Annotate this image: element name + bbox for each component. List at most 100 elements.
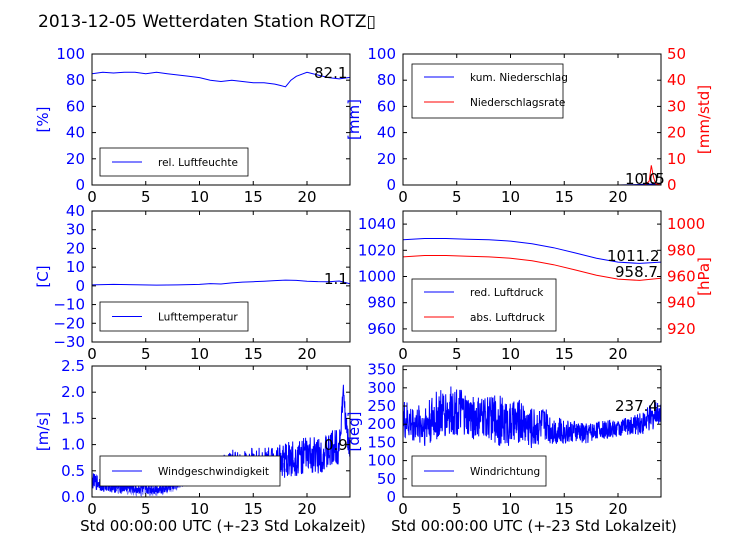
legend-label: abs. Luftdruck (470, 312, 546, 324)
y-tick-label: 80 (66, 71, 85, 89)
value-annotation: 1011.2 (607, 247, 660, 265)
y-tick-label: 2.5 (61, 357, 85, 375)
legend-label: Niederschlagsrate (470, 97, 565, 109)
y-axis-label: [m/s] (34, 412, 52, 451)
y-tick-label: 100 (367, 452, 396, 470)
y2-tick-label: 20 (667, 124, 686, 142)
value-annotation: 10.0 (625, 170, 658, 188)
y-tick-label: 980 (367, 294, 396, 312)
y2-tick-label: 50 (667, 45, 686, 63)
y-axis-label: [deg] (345, 412, 363, 452)
y-tick-label: 1.0 (61, 436, 85, 454)
y-tick-label: 200 (367, 415, 396, 433)
y-axis-label: [C] (34, 265, 52, 287)
y2-axis-label: [mm/std] (695, 85, 713, 154)
legend: rel. Luftfeuchte (99, 147, 249, 177)
x-tick-label: 0 (87, 345, 97, 363)
x-tick-label: 10 (190, 345, 209, 363)
y-tick-label: 40 (66, 124, 85, 142)
panel-temperature: 0 5 10 15 20−30−20−10010203040[C]Lufttempera… (34, 202, 351, 363)
y-tick-label: 1020 (358, 241, 396, 259)
panel-humidity: 0 5 10 15 20 0 20 40 60 80 100 [%] rel. Luftfeuchte 8… (34, 45, 351, 206)
x-tick-label: 20 (297, 500, 316, 518)
y2-tick-label: 960 (667, 268, 696, 286)
series-line-1 (92, 71, 350, 88)
x-tick-label: 0 (398, 345, 408, 363)
y-tick-label: 0.5 (61, 462, 85, 480)
y2-tick-label: 40 (667, 71, 686, 89)
y-tick-label: 250 (367, 397, 396, 415)
legend-box (411, 278, 557, 332)
y2-tick-label: 980 (667, 241, 696, 259)
legend-box (411, 63, 564, 119)
plot-area (403, 386, 661, 449)
value-annotation: 0.9 (324, 436, 348, 454)
y2-tick-label: 30 (667, 97, 686, 115)
y-tick-label: 0 (75, 176, 85, 194)
x-tick-label: 15 (555, 188, 574, 206)
plot-area (92, 71, 350, 88)
y-tick-label: 60 (66, 97, 85, 115)
y-tick-label: 1040 (358, 215, 396, 233)
y-tick-label: 100 (367, 45, 396, 63)
y-tick-label: 100 (56, 45, 85, 63)
x-tick-label: 20 (608, 500, 627, 518)
y2-tick-label: 940 (667, 294, 696, 312)
y-tick-label: 80 (377, 71, 396, 89)
x-tick-label: 5 (452, 500, 462, 518)
y-tick-label: 40 (66, 202, 85, 220)
x-tick-label: 10 (501, 345, 520, 363)
y-tick-label: 50 (377, 470, 396, 488)
legend: kum. Niederschlag Niederschlagsrate (411, 63, 568, 119)
x-tick-label: 15 (244, 500, 263, 518)
x-tick-label: 5 (141, 188, 151, 206)
plot-frame (402, 53, 662, 186)
y-tick-label: 1.5 (61, 409, 85, 427)
y-tick-label: 0 (386, 176, 396, 194)
series-line-2 (403, 165, 661, 185)
y-tick-label: 300 (367, 379, 396, 397)
value-annotation-secondary: 958.7 (615, 263, 658, 281)
figure-title: 2013-12-05 Wetterdaten Station ROTZ▯ (38, 12, 376, 32)
series-line-1 (403, 183, 661, 185)
x-tick-label: 15 (555, 500, 574, 518)
y-tick-label: 20 (66, 239, 85, 257)
legend-label: Windgeschwindigkeit (158, 466, 269, 478)
x-tick-label: 10 (501, 188, 520, 206)
x-tick-label: 10 (190, 188, 209, 206)
x-tick-label: 15 (244, 188, 263, 206)
y-tick-label: 0 (386, 488, 396, 506)
y-tick-label: 150 (367, 433, 396, 451)
legend: Windrichtung (411, 455, 547, 487)
legend: Windgeschwindigkeit (99, 455, 281, 487)
series-line-1 (403, 386, 661, 449)
value-annotation-secondary: 1.5 (641, 170, 665, 188)
x-tick-label: 20 (608, 188, 627, 206)
y-tick-label: 0 (75, 277, 85, 295)
y-tick-label: 1000 (358, 268, 396, 286)
y-tick-label: 2.0 (61, 383, 85, 401)
x-tick-label: 0 (87, 188, 97, 206)
series-line-1 (403, 238, 661, 264)
series-line-2 (403, 255, 661, 281)
y2-tick-label: 10 (667, 150, 686, 168)
y-tick-label: 40 (377, 124, 396, 142)
y2-tick-label: 920 (667, 320, 696, 338)
legend-label: red. Luftdruck (470, 287, 544, 299)
y-tick-label: −10 (53, 296, 85, 314)
x-tick-label: 20 (297, 345, 316, 363)
x-tick-label: 10 (190, 500, 209, 518)
y-axis-label: [%] (34, 107, 52, 133)
x-tick-label: 5 (452, 188, 462, 206)
plot-area (403, 165, 661, 185)
panel-pressure: 0 5 10 15 20 960 980 1000 1020 1040 920 940 960 980 10… (358, 210, 713, 363)
plot-frame (91, 210, 351, 343)
x-tick-label: 5 (141, 345, 151, 363)
y-tick-label: 350 (367, 361, 396, 379)
legend: red. Luftdruck abs. Luftdruck (411, 278, 557, 332)
y-tick-label: −20 (53, 314, 85, 332)
y2-tick-label: 1000 (667, 215, 705, 233)
y-tick-label: 20 (66, 150, 85, 168)
